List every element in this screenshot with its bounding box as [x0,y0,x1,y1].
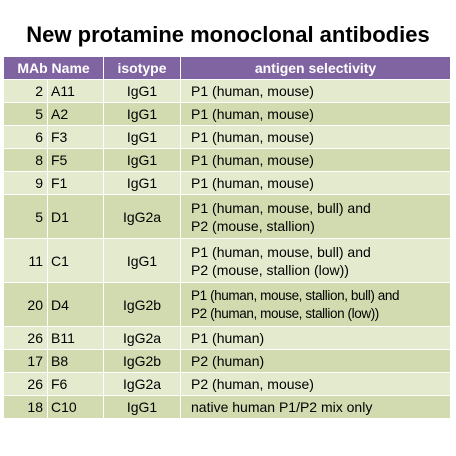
antigen-selectivity-cell: P1 (human) [180,326,452,350]
table-row: 11 C1 IgG1 P1 (human, mouse, bull) and P2 (m… [3,238,452,283]
selectivity-line: P1 (human, mouse) [191,152,314,168]
selectivity-line: P1 (human, mouse) [191,106,314,122]
antigen-selectivity-cell: P1 (human, mouse) [180,102,452,126]
mab-code-cell: F1 [46,171,105,195]
antigen-selectivity-cell: P1 (human, mouse, bull) and P2 (mouse, st… [180,194,452,239]
mab-code-cell: B8 [46,349,105,373]
antigen-selectivity-cell: P1 (human, mouse, stallion, bull) and P2 … [180,282,452,327]
isotype-cell: IgG2b [103,282,182,327]
column-header-mab-name: MAb Name [2,56,105,80]
selectivity-line: P2 (human) [191,353,265,369]
mab-number-cell: 18 [3,395,48,419]
mab-number-cell: 26 [3,372,48,396]
mab-code-cell: A11 [46,79,105,103]
table-row: 5 A2 IgG1 P1 (human, mouse) [3,102,452,126]
table-row: 8 F5 IgG1 P1 (human, mouse) [3,148,452,172]
antigen-selectivity-cell: P1 (human, mouse) [180,171,452,195]
antigen-selectivity-cell: P1 (human, mouse, bull) and P2 (mouse, st… [180,238,452,283]
isotype-cell: IgG1 [103,102,182,126]
selectivity-line: P2 (human, mouse) [191,376,314,392]
mab-number-cell: 20 [3,282,48,327]
mab-code-cell: F3 [46,125,105,149]
mab-code-cell: F5 [46,148,105,172]
isotype-cell: IgG1 [103,395,182,419]
isotype-cell: IgG1 [103,125,182,149]
selectivity-line: P2 (mouse, stallion (low)) [191,261,349,278]
selectivity-line: P2 (human, mouse, stallion (low)) [191,305,379,321]
mab-code-cell: D1 [46,194,105,239]
selectivity-line: P2 (mouse, stallion) [191,217,315,234]
selectivity-line: native human P1/P2 mix only [191,399,373,415]
mab-code-cell: C1 [46,238,105,283]
table-row: 17 B8 IgG2b P2 (human) [3,349,452,373]
selectivity-line: P1 (human, mouse) [191,83,314,99]
isotype-cell: IgG1 [103,171,182,195]
antigen-selectivity-cell: P2 (human) [180,349,452,373]
isotype-cell: IgG2a [103,194,182,239]
antigen-selectivity-cell: P1 (human, mouse) [180,148,452,172]
table-header-row: MAb Name isotype antigen selectivity [2,56,452,80]
selectivity-line: P1 (human) [191,330,265,346]
mab-number-cell: 6 [3,125,48,149]
mab-code-cell: C10 [46,395,105,419]
table-row: 26 B11 IgG2a P1 (human) [3,326,452,350]
mab-number-cell: 8 [3,148,48,172]
mab-code-cell: B11 [46,326,105,350]
selectivity-line: P1 (human, mouse) [191,175,314,191]
mab-code-cell: F6 [46,372,105,396]
column-header-antigen-selectivity: antigen selectivity [180,56,452,80]
table-row: 2 A11 IgG1 P1 (human, mouse) [3,79,452,103]
mab-number-cell: 17 [3,349,48,373]
mab-number-cell: 5 [3,102,48,126]
table-row: 26 F6 IgG2a P2 (human, mouse) [3,372,452,396]
antibody-table: MAb Name isotype antigen selectivity 2 A1… [2,56,452,419]
mab-number-cell: 2 [3,79,48,103]
antigen-selectivity-cell: P1 (human, mouse) [180,79,452,103]
isotype-cell: IgG2a [103,372,182,396]
isotype-cell: IgG2a [103,326,182,350]
mab-code-cell: A2 [46,102,105,126]
table-row: 20 D4 IgG2b P1 (human, mouse, stallion, bul… [3,282,452,327]
selectivity-line: P1 (human, mouse, bull) and [191,199,371,216]
page-title: New protamine monoclonal antibodies [26,22,430,47]
mab-number-cell: 26 [3,326,48,350]
table-row: 9 F1 IgG1 P1 (human, mouse) [3,171,452,195]
antigen-selectivity-cell: native human P1/P2 mix only [180,395,452,419]
table-row: 6 F3 IgG1 P1 (human, mouse) [3,125,452,149]
selectivity-line: P1 (human, mouse, bull) and [191,243,371,260]
selectivity-line: P1 (human, mouse, stallion, bull) and [191,287,400,303]
selectivity-line: P1 (human, mouse) [191,129,314,145]
mab-number-cell: 5 [3,194,48,239]
isotype-cell: IgG1 [103,79,182,103]
antigen-selectivity-cell: P1 (human, mouse) [180,125,452,149]
table-row: 18 C10 IgG1 native human P1/P2 mix only [3,395,452,419]
isotype-cell: IgG2b [103,349,182,373]
mab-number-cell: 11 [3,238,48,283]
isotype-cell: IgG1 [103,238,182,283]
mab-code-cell: D4 [46,282,105,327]
mab-number-cell: 9 [3,171,48,195]
table-row: 5 D1 IgG2a P1 (human, mouse, bull) and P2 (m… [3,194,452,239]
isotype-cell: IgG1 [103,148,182,172]
column-header-isotype: isotype [103,56,182,80]
antigen-selectivity-cell: P2 (human, mouse) [180,372,452,396]
